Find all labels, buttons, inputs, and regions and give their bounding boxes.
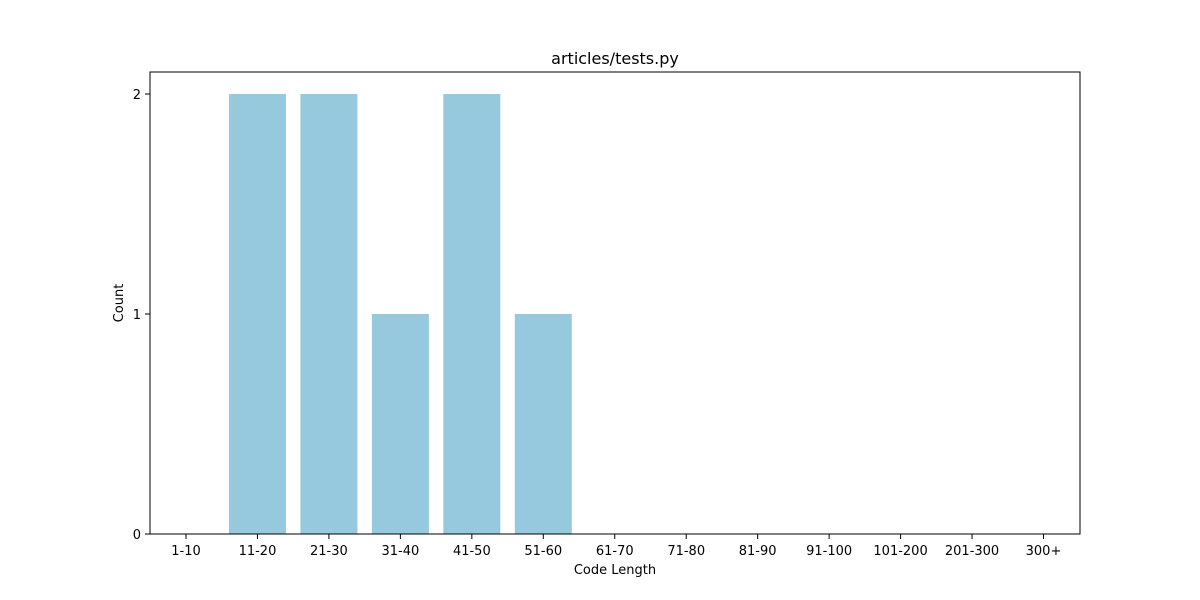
bar-21-30 [300,94,358,534]
x-tick-label: 11-20 [239,544,277,559]
x-tick-label: 1-10 [171,544,201,559]
x-tick-label: 61-70 [596,544,634,559]
y-axis: 0 1 2 [133,88,150,543]
x-tick-label: 91-100 [806,544,852,559]
bar-41-50 [443,94,501,534]
bar-51-60 [514,314,572,534]
y-tick-label: 1 [133,308,141,323]
x-tick-label: 201-300 [945,544,999,559]
bar-31-40 [371,314,429,534]
x-tick-label: 51-60 [524,544,562,559]
x-tick-label: 71-80 [667,544,705,559]
y-tick-label: 2 [133,88,141,103]
y-axis-label: Count [112,284,127,323]
x-tick-label: 21-30 [310,544,348,559]
bar-11-20 [228,94,286,534]
x-tick-label: 31-40 [381,544,419,559]
x-tick-label: 41-50 [453,544,491,559]
y-tick-label: 0 [133,528,141,543]
x-tick-label: 81-90 [739,544,777,559]
x-tick-label: 300+ [1026,544,1062,559]
x-tick-label: 101-200 [873,544,927,559]
x-axis: 1-10 11-20 21-30 31-40 41-50 51-60 61-70 71-80 8… [171,534,1061,559]
x-axis-label: Code Length [574,563,656,578]
bars-group [228,94,572,534]
chart-title: articles/tests.py [551,49,679,68]
